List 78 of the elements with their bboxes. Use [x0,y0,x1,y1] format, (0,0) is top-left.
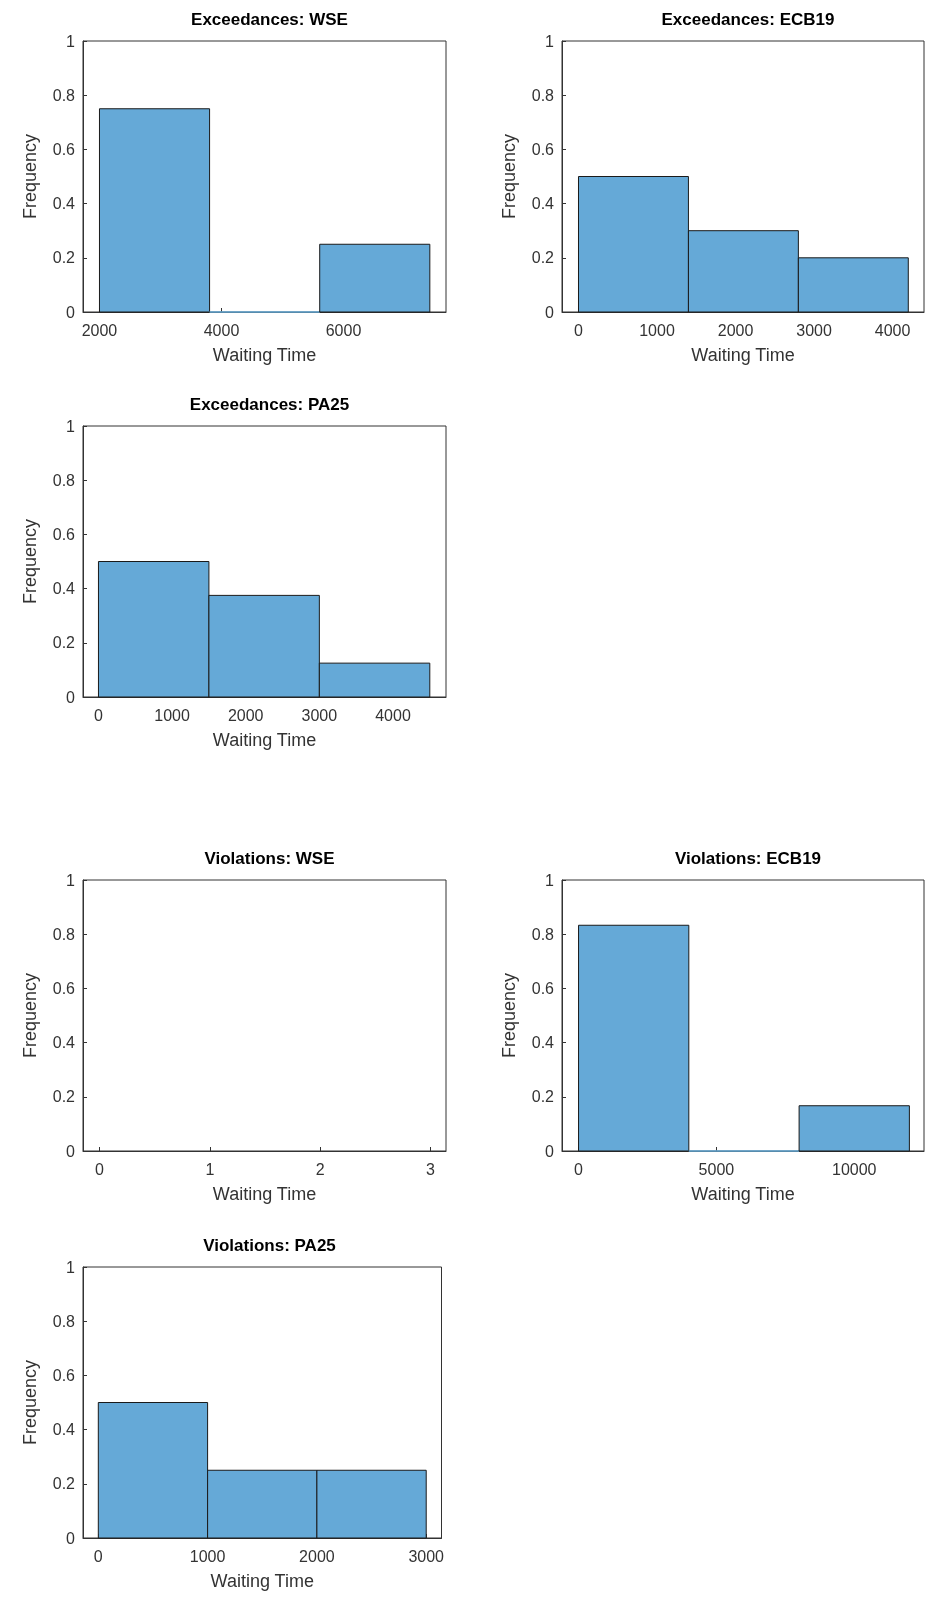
y-tick-label: 0.4 [531,1034,555,1052]
y-tick-label: 1 [66,871,76,889]
x-tick-label: 1000 [189,1547,226,1565]
y-tick-label: 0.8 [52,86,76,104]
x-tick-label: 1000 [639,321,675,339]
x-axis-title: Waiting Time [212,730,317,750]
y-tick-label: 0.4 [52,1421,76,1439]
y-tick-label: 0.6 [52,140,76,158]
x-tick-label: 0 [574,321,584,339]
y-tick-label: 0 [66,1529,76,1547]
y-tick-label: 0.2 [531,1088,555,1106]
y-axis-title: Frequency [499,972,519,1059]
y-tick-label: 1 [545,871,555,889]
y-tick-label: 1 [66,32,76,50]
x-tick-label: 0 [95,1160,105,1178]
chart-title: Exceedances: PA25 [189,395,350,414]
y-tick-label: 0.8 [52,471,76,489]
y-tick-label: 0.2 [531,249,555,267]
x-tick-label: 0 [94,706,104,724]
x-axis-title: Waiting Time [691,1184,795,1204]
y-tick-label: 0 [66,1142,76,1160]
x-tick-label: 2 [315,1160,325,1178]
x-tick-label: 10000 [832,1160,877,1178]
y-tick-label: 0.2 [52,634,76,652]
y-tick-label: 0.6 [531,140,555,158]
y-tick-label: 0 [66,688,76,706]
y-tick-label: 0.8 [531,86,555,104]
x-tick-label: 2000 [227,706,264,724]
x-tick-label: 0 [93,1547,103,1565]
x-tick-label: 2000 [299,1547,335,1565]
x-tick-label: 3000 [796,321,832,339]
y-tick-label: 0.8 [52,1312,76,1330]
y-tick-label: 0.6 [52,1366,76,1384]
y-tick-label: 0 [545,303,555,321]
y-tick-label: 0 [66,303,76,321]
chart-title: Violations: PA25 [203,1236,336,1255]
x-tick-label: 4000 [203,321,240,339]
y-tick-label: 0.6 [52,979,76,997]
chart-title: Exceedances: ECB19 [661,10,835,29]
x-axis-title: Waiting Time [210,1571,314,1591]
y-tick-label: 0.6 [531,979,555,997]
x-tick-label: 1 [205,1160,215,1178]
x-axis-title: Waiting Time [691,345,795,365]
x-tick-label: 0 [574,1160,584,1178]
y-tick-label: 0.8 [52,925,76,943]
y-tick-label: 0.4 [531,195,555,213]
x-tick-label: 4000 [375,706,411,724]
x-tick-label: 3000 [408,1547,445,1565]
x-axis-title: Waiting Time [212,345,317,365]
y-tick-label: 0.2 [52,1088,76,1106]
y-tick-label: 0.4 [52,195,76,213]
y-tick-label: 1 [545,32,555,50]
x-tick-label: 6000 [325,321,362,339]
y-axis-title: Frequency [20,1359,40,1446]
y-tick-label: 0.2 [52,249,76,267]
x-tick-label: 4000 [874,321,911,339]
y-axis-title: Frequency [20,133,40,220]
y-tick-label: 0.4 [52,1034,76,1052]
y-axis-title: Frequency [20,972,40,1059]
chart-title: Violations: ECB19 [674,849,822,868]
y-tick-label: 0.8 [531,925,555,943]
x-axis-title: Waiting Time [212,1184,317,1204]
x-tick-label: 5000 [698,1160,735,1178]
y-tick-label: 0.4 [52,580,76,598]
y-axis-title: Frequency [499,133,519,220]
y-tick-label: 1 [66,1258,76,1276]
y-tick-label: 0.6 [52,525,76,543]
y-axis-title: Frequency [20,518,40,605]
chart-title: Exceedances: WSE [191,10,348,29]
x-tick-label: 2000 [81,321,118,339]
y-tick-label: 0 [545,1142,555,1160]
x-tick-label: 3000 [301,706,338,724]
x-tick-label: 1000 [154,706,190,724]
x-tick-label: 2000 [717,321,754,339]
chart-title: Violations: WSE [204,849,335,868]
x-tick-label: 3 [426,1160,436,1178]
y-tick-label: 1 [66,417,76,435]
y-tick-label: 0.2 [52,1475,76,1493]
